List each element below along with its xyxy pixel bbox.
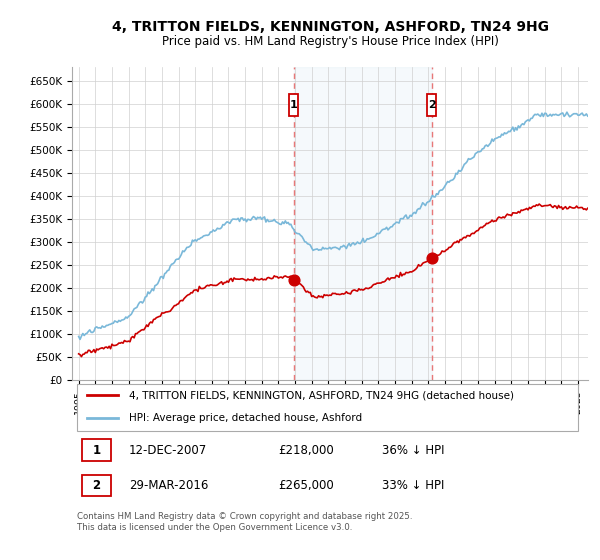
Point [427,254,437,263]
Text: 33% ↓ HPI: 33% ↓ HPI [382,479,444,492]
Point [289,276,299,284]
Bar [294,67,432,380]
Text: 1: 1 [290,100,298,110]
Text: 1: 1 [92,444,101,456]
Text: £265,000: £265,000 [278,479,334,492]
Text: Price paid vs. HM Land Registry's House Price Index (HPI): Price paid vs. HM Land Registry's House … [161,35,499,48]
Text: £218,000: £218,000 [278,444,334,456]
Bar [82,440,110,461]
Bar [77,384,578,431]
Text: 4, TRITTON FIELDS, KENNINGTON, ASHFORD, TN24 9HG: 4, TRITTON FIELDS, KENNINGTON, ASHFORD, … [112,20,548,34]
Bar [289,95,298,116]
Text: HPI: Average price, detached house, Ashford: HPI: Average price, detached house, Ashf… [129,413,362,423]
Bar [427,95,436,116]
Text: Contains HM Land Registry data © Crown copyright and database right 2025.
This d: Contains HM Land Registry data © Crown c… [77,512,413,531]
Text: 2: 2 [428,100,436,110]
Text: 12-DEC-2007: 12-DEC-2007 [129,444,207,456]
Text: 36% ↓ HPI: 36% ↓ HPI [382,444,444,456]
Text: 4, TRITTON FIELDS, KENNINGTON, ASHFORD, TN24 9HG (detached house): 4, TRITTON FIELDS, KENNINGTON, ASHFORD, … [129,390,514,400]
Text: 2: 2 [92,479,101,492]
Bar [82,475,110,496]
Text: 29-MAR-2016: 29-MAR-2016 [129,479,208,492]
